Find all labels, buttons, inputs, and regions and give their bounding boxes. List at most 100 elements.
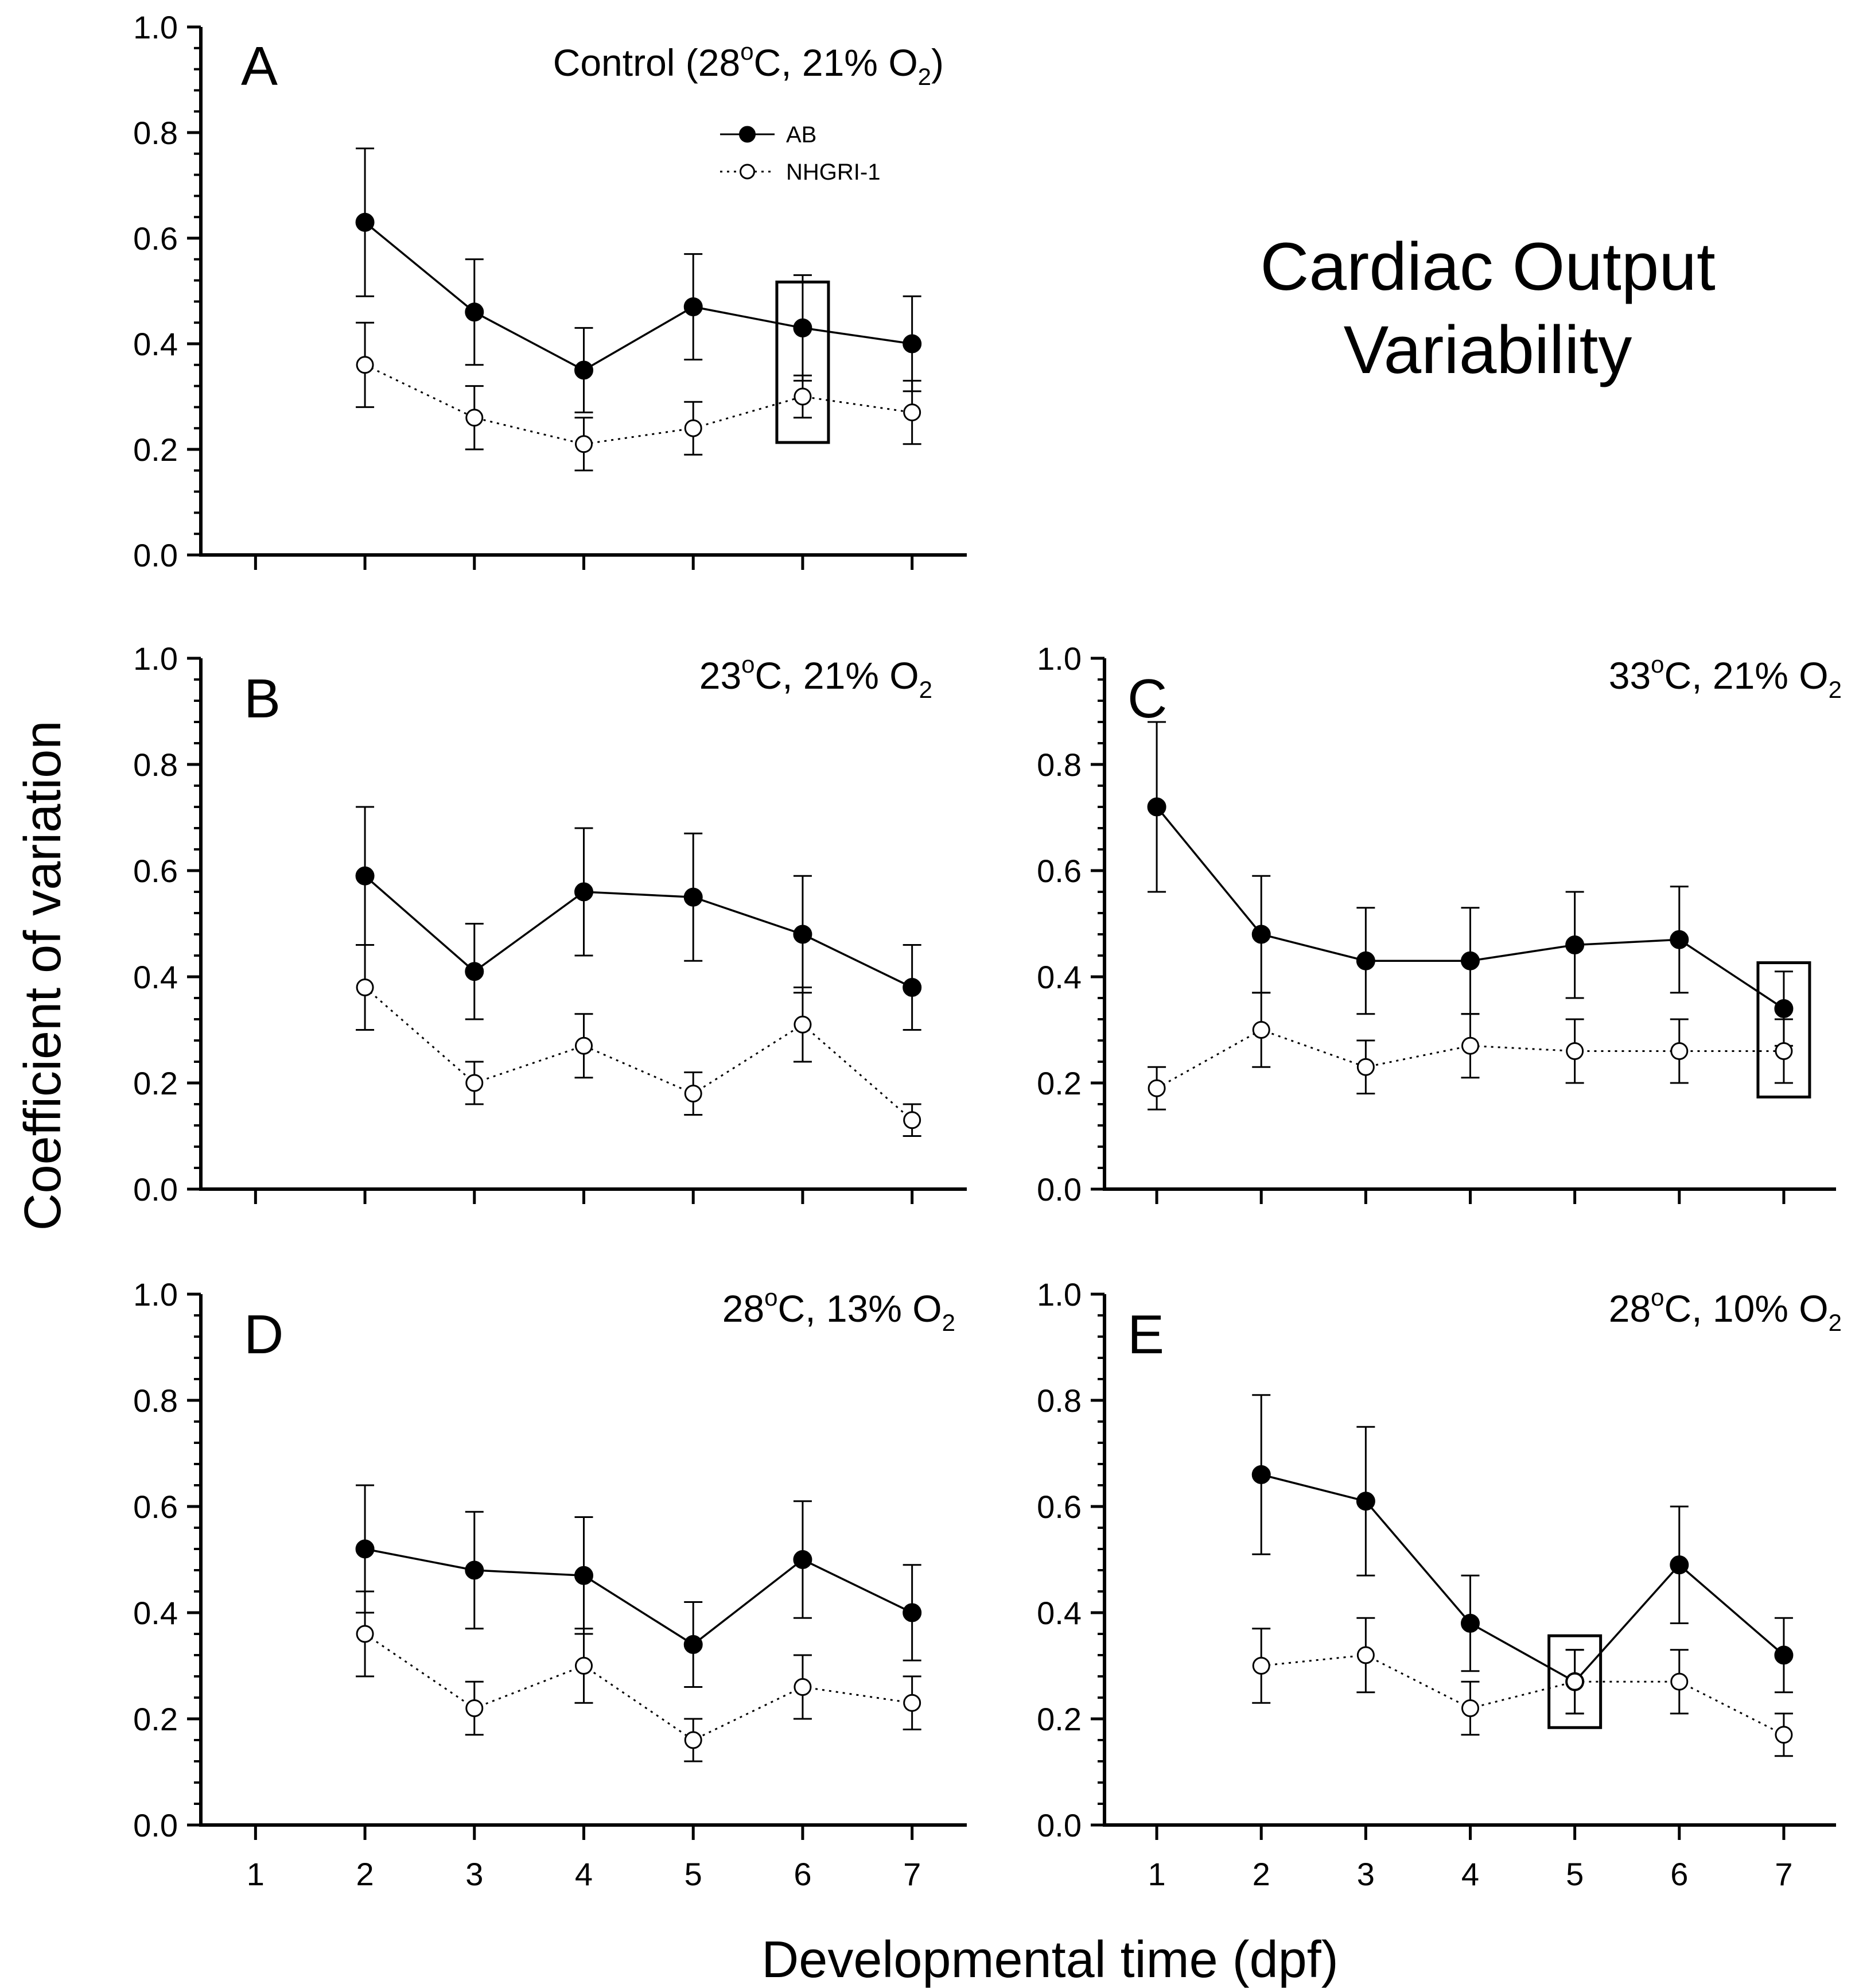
condition-sup: o: [741, 651, 755, 678]
x-tick-label: 3: [465, 1856, 483, 1892]
data-point-filled: [683, 887, 703, 907]
data-point-filled: [465, 1560, 484, 1580]
data-point-open: [903, 1111, 921, 1129]
panel-d: 0.00.20.40.60.81.01 2 3 4 5 6 7D 28oC, 13% O2: [133, 1276, 967, 1892]
y-tick-label: 0.6: [133, 220, 178, 257]
data-point-filled: [1774, 999, 1794, 1018]
panel-letter: A: [241, 36, 278, 97]
condition-label: 28oC, 13% O2: [722, 1284, 955, 1336]
panel-c: 0.0 0.2 0.4 0.6 0.8 1.0 C 33oC, 21% O2: [1037, 640, 1842, 1207]
series-nhgri1: [1252, 1617, 1793, 1757]
y-tick-label: 0.0: [133, 1807, 178, 1843]
data-point-open: [1775, 1042, 1793, 1060]
y-tick-label: 0.6: [133, 853, 178, 889]
data-point-open: [1356, 1646, 1375, 1664]
series-line: [364, 1548, 913, 1646]
y-tick-label: 0.4: [1037, 959, 1082, 995]
y-tick-label: 0.2: [1037, 1065, 1082, 1101]
data-point-filled: [574, 882, 593, 902]
x-tick-label: 4: [1461, 1856, 1479, 1892]
condition-sub: 2: [1829, 1309, 1842, 1336]
y-tick-label: 0.4: [133, 959, 178, 995]
x-tick-label: 2: [356, 1856, 374, 1892]
legend: AB NHGRI-1: [720, 122, 880, 185]
legend-nhgri-label: NHGRI-1: [786, 160, 880, 185]
data-point-open: [1148, 1079, 1166, 1097]
series-nhgri1: [356, 321, 921, 472]
y-tick-label: 0.0: [1037, 1807, 1082, 1843]
data-point-open: [794, 1015, 812, 1034]
series-ab: [355, 806, 922, 1031]
data-point-filled: [1461, 1614, 1480, 1633]
y-tick-label: 0.8: [133, 747, 178, 783]
y-tick-label: 0.0: [133, 537, 178, 573]
series-line: [364, 875, 913, 989]
condition-label: 23oC, 21% O2: [699, 651, 932, 703]
data-point-filled: [793, 925, 812, 944]
data-point-filled: [1147, 797, 1166, 817]
legend-nhgri-marker: [740, 164, 755, 180]
x-tick-label: 1: [1148, 1856, 1165, 1892]
data-point-open: [575, 1657, 593, 1675]
panel-letter: C: [1127, 668, 1167, 729]
condition-main: 28: [722, 1287, 764, 1330]
condition-mid: C, 13% O: [778, 1287, 942, 1330]
data-point-open: [575, 1036, 593, 1055]
data-point-filled: [1356, 951, 1375, 970]
panel-e: 0.00.20.40.60.81.01 2 3 4 5 6 7E 28oC, 10% O2: [1037, 1276, 1842, 1892]
condition-main: 28: [1609, 1287, 1651, 1330]
data-point-open: [684, 1085, 702, 1102]
y-tick-label: 0.6: [1037, 1489, 1082, 1525]
data-point-filled: [465, 962, 484, 981]
y-tick-label: 0.4: [133, 1595, 178, 1631]
data-point-filled: [903, 978, 922, 997]
y-tick-label: 0.2: [133, 1065, 178, 1101]
data-point-open: [465, 409, 484, 427]
condition-mid: C, 21% O: [755, 654, 919, 697]
data-point-open: [1356, 1058, 1375, 1076]
y-tick-label: 0.2: [133, 1701, 178, 1737]
data-point-filled: [574, 1566, 593, 1585]
data-point-open: [684, 1731, 702, 1749]
highlight-box: [775, 280, 830, 444]
data-point-filled: [683, 1635, 703, 1654]
data-point-filled: [1251, 925, 1271, 944]
y-axis-title: Coefficient of variation: [14, 721, 72, 1231]
condition-sup: o: [764, 1284, 777, 1311]
data-point-filled: [903, 334, 922, 354]
panel-a: 0.0 0.2 0.4 0.6 0.8 1.0 A Control (28oC, 21% O2…: [133, 9, 967, 573]
data-point-open: [794, 1678, 812, 1696]
x-axis-title: Developmental time (dpf): [761, 1931, 1338, 1988]
series-line: [1261, 1654, 1784, 1736]
panel-letter: D: [244, 1304, 283, 1365]
data-point-filled: [355, 212, 375, 232]
y-tick-label: 1.0: [133, 9, 178, 45]
x-tick-label: 5: [1566, 1856, 1584, 1892]
data-point-filled: [1461, 951, 1480, 970]
y-tick-label: 1.0: [133, 1276, 178, 1313]
data-point-open: [684, 419, 702, 437]
condition-mid: C, 21% O: [754, 41, 918, 84]
y-tick-label: 0.8: [1037, 1383, 1082, 1419]
series-ab: [1251, 1394, 1794, 1715]
data-point-filled: [793, 1550, 812, 1569]
data-point-filled: [574, 360, 593, 380]
y-tick-label: 0.2: [133, 432, 178, 468]
condition-sup: o: [740, 38, 753, 65]
panel-letter: E: [1127, 1304, 1164, 1365]
data-point-filled: [355, 866, 375, 886]
x-tick-label: 7: [903, 1856, 921, 1892]
data-point-filled: [1774, 1645, 1794, 1665]
data-point-filled: [355, 1539, 375, 1559]
y-tick-label: 0.0: [1037, 1171, 1082, 1207]
data-point-filled: [1251, 1465, 1271, 1484]
condition-label: Control (28oC, 21% O2): [553, 38, 944, 90]
data-point-open: [356, 1625, 374, 1643]
highlight-box: [1547, 1634, 1603, 1729]
x-tick-label: 1: [247, 1856, 265, 1892]
data-point-open: [1566, 1042, 1584, 1060]
data-point-open: [1461, 1036, 1479, 1055]
y-tick-label: 0.8: [1037, 747, 1082, 783]
x-tick-label: 7: [1775, 1856, 1792, 1892]
y-tick-label: 0.2: [1037, 1701, 1082, 1737]
